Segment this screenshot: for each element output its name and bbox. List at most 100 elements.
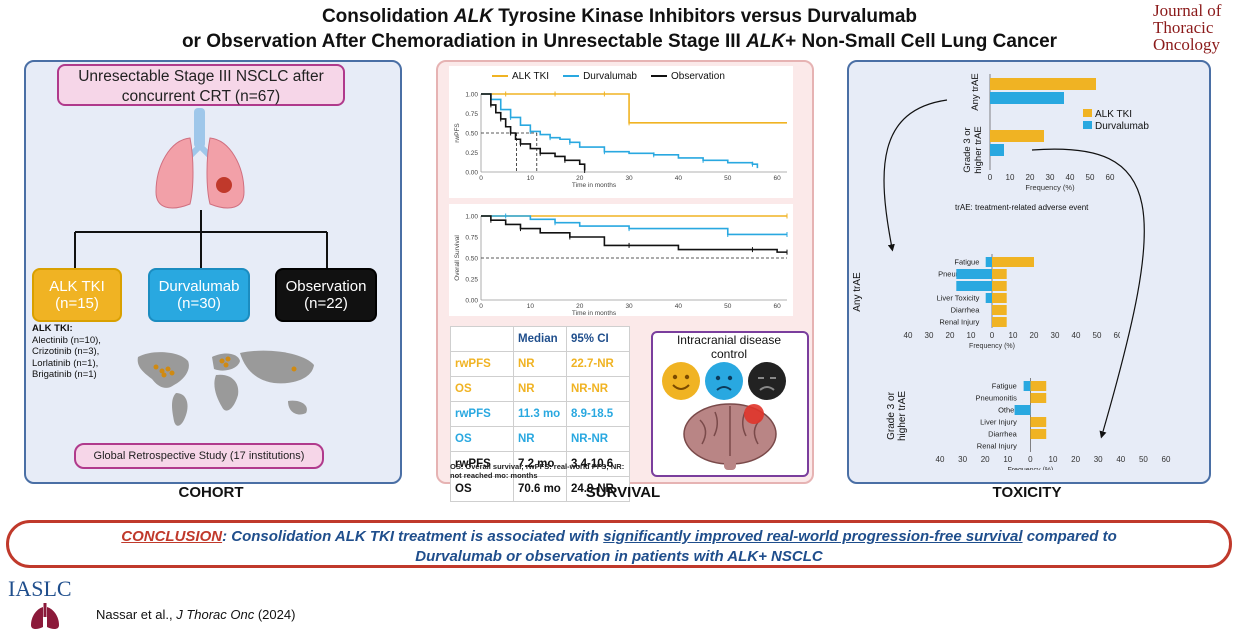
bar-alk-tki (992, 293, 1007, 303)
table-cell: OS (450, 376, 514, 402)
happy-face-icon (662, 362, 700, 400)
journal-logo-line: Journal of (1153, 1, 1222, 20)
tox1-legend: ALK TKI Durvalumab (1083, 109, 1149, 133)
legend-item: ALK TKI (1083, 109, 1149, 121)
bar-durvalumab (990, 144, 1004, 156)
conclusion-text: compared to (1022, 528, 1117, 545)
table-cell: OS (450, 426, 514, 452)
table-cell: NR-NR (566, 426, 630, 452)
toxicity-arrows (883, 99, 1145, 439)
face-eye (672, 374, 678, 380)
table-header-cell (450, 326, 514, 352)
y-axis-label: rwPFS (454, 123, 461, 143)
brain-lesion (744, 404, 764, 424)
x-tick-label: 50 (724, 175, 732, 182)
survival-footnote: OS: Overall survival; rwPFS: real-world … (450, 462, 624, 480)
map-europe (212, 353, 240, 371)
happy-face-features (672, 374, 690, 390)
bar-durvalumab (956, 281, 992, 291)
icon-lung-right (47, 607, 59, 630)
arm-durvalumab-box: Durvalumab (n=30) (148, 268, 250, 322)
map-asia (240, 350, 314, 384)
bar-durvalumab (1023, 381, 1031, 391)
table-row: rwPFS NR 22.7-NR (450, 351, 630, 377)
x-tick-label: 20 (1026, 173, 1035, 182)
title-part-italic: ALK (453, 6, 493, 27)
table-cell: OS (450, 476, 514, 502)
table-cell: rwPFS (450, 401, 514, 427)
x-tick-label: 0 (479, 175, 483, 182)
legend-swatch (1083, 109, 1092, 117)
brainstem-shape (724, 456, 736, 470)
x-tick-label: 30 (1046, 173, 1055, 182)
x-tick-label: 60 (774, 175, 782, 182)
face-eye (715, 375, 721, 381)
tki-breakdown-header: ALK TKI: (32, 323, 73, 334)
conclusion-line-2: Durvalumab or observation in patients wi… (415, 548, 823, 565)
bar-alk-tki (990, 130, 1044, 142)
bar-alk-tki (992, 317, 1007, 327)
table-cell: 22.7-NR (566, 351, 630, 377)
trachea-shape (194, 108, 205, 148)
x-tick-label: 20 (1071, 455, 1080, 464)
category-label: Other (998, 405, 1017, 414)
x-axis-label: Frequency (%) (969, 343, 1015, 350)
sad-face-icon (748, 362, 786, 400)
os-chart: 1.00 0.75 0.50 0.25 0.000 10 20 30 40 50 60 Time in… (454, 213, 788, 316)
y-axis-label: higher trAE (897, 391, 908, 441)
x-tick-label: 10 (527, 303, 535, 310)
tki-item: Crizotinib (n=3), (32, 346, 100, 357)
site-marker (225, 356, 231, 362)
x-tick-label: 10 (967, 331, 976, 340)
arm-count: (n=30) (177, 295, 221, 312)
survival-table: Median 95% CI rwPFS NR 22.7-NR OS NR NR-… (450, 326, 630, 502)
x-tick-label: 10 (1009, 331, 1018, 340)
legend-swatch (492, 75, 508, 78)
category-label: Diarrhea (951, 305, 981, 314)
cohort-tree-lines (74, 210, 328, 268)
arm-count: (n=15) (55, 295, 99, 312)
km-curve-durvalumab (481, 93, 759, 169)
x-axis-label: Time in months (572, 182, 617, 189)
brain-illustration (683, 403, 777, 470)
site-marker (219, 358, 225, 364)
x-tick-label: 60 (1106, 173, 1115, 182)
table-cell: NR (513, 351, 567, 377)
y-tick-label: 1.00 (465, 214, 478, 221)
x-tick-label: 30 (1094, 455, 1103, 464)
bar-durvalumab (985, 293, 992, 303)
survival-label: SURVIVAL (585, 484, 661, 501)
table-cell: 7.2 mo (513, 451, 567, 477)
lungs-illustration (155, 108, 245, 209)
map-south-america (172, 393, 188, 426)
tumor-shape (216, 177, 232, 193)
site-marker (169, 370, 175, 376)
worried-face-icon (705, 362, 743, 400)
table-header-cell: 95% CI (566, 326, 630, 352)
pfs-chart-frame (449, 66, 793, 198)
sad-face-features (758, 377, 776, 391)
title-part: or Observation After Chemoradiation in U… (181, 31, 747, 52)
x-axis-label: Time in months (572, 310, 617, 316)
arrow-to-grade3 (1031, 148, 1145, 439)
icon-trachea (43, 603, 47, 617)
table-cell: NR (513, 426, 567, 452)
arm-label: Observation (285, 278, 367, 295)
trae-note: trAE: treatment-related adverse event (955, 203, 1089, 212)
title-line-2: or Observation After Chemoradiation in U… (0, 29, 1239, 55)
table-cell: rwPFS (450, 351, 514, 377)
table-cell: rwPFS (450, 451, 514, 477)
table-cell: NR-NR (566, 376, 630, 402)
x-tick-label: 40 (1072, 331, 1081, 340)
category-label: Liver Injury (980, 417, 1017, 426)
trae-summary-chart: Any trAE Grade 3 or higher trAE 0 10 20 30 40 50… (962, 73, 1115, 192)
table-cell: 24.9-NR (566, 476, 630, 502)
y-tick-label: 0.50 (465, 131, 478, 138)
citation-part: (2024) (254, 607, 296, 622)
bar-durvalumab (990, 92, 1064, 104)
conclusion-highlight: significantly improved real-world progre… (603, 528, 1023, 545)
legend-label: Durvalumab (583, 71, 637, 82)
x-tick-label: 20 (576, 303, 584, 310)
iaslc-lungs-icon (31, 603, 59, 630)
tki-item: Lorlatinib (n=1), (32, 357, 99, 369)
